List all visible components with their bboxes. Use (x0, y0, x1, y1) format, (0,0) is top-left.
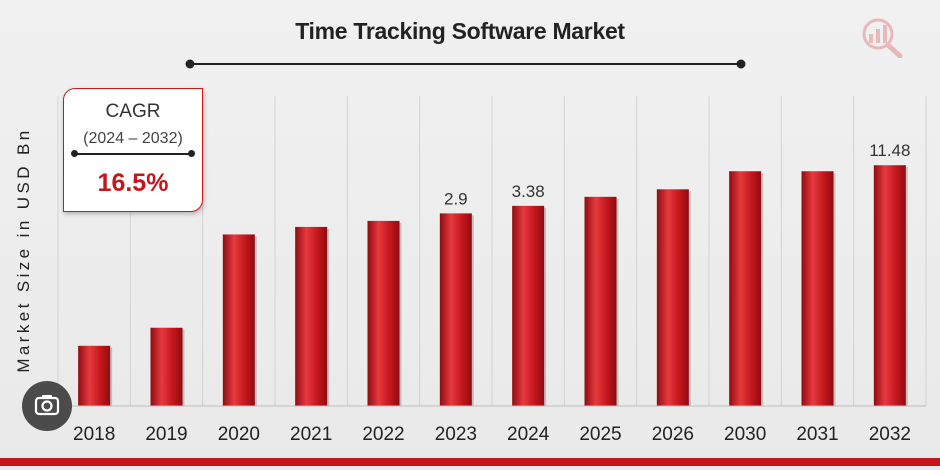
bar-2019 (150, 327, 183, 406)
x-tick-label: 2024 (507, 424, 550, 445)
bar-shadow (688, 191, 691, 406)
bar-2025 (584, 196, 617, 406)
bar-2026 (656, 189, 689, 406)
bar-2022 (367, 220, 400, 406)
data-label-layer: 2.9 3.38 11.48 (444, 141, 910, 208)
cagr-period-line (71, 150, 195, 156)
bar-shadow (327, 228, 330, 406)
x-tick-label: 2025 (579, 424, 621, 445)
bar-2018 (78, 345, 111, 406)
bar-shadow (254, 236, 257, 406)
x-tick-layer: 2018 2019 2020 2021 2022 2023 2024 2025 2026 2030… (73, 424, 911, 445)
bar-shadow (544, 207, 547, 406)
title-underline-left-dot (185, 59, 195, 69)
bar-layer (58, 165, 926, 407)
bar-shadow (761, 173, 764, 406)
bottom-accent-band (0, 458, 940, 466)
title-underline-right-dot (736, 59, 746, 69)
x-tick-label: 2019 (145, 424, 187, 445)
data-label-2032: 11.48 (869, 141, 910, 160)
bar-2032 (873, 165, 906, 406)
bar-shadow (471, 215, 474, 406)
bar-2024 (512, 205, 545, 406)
chart-title: Time Tracking Software Market (295, 18, 625, 44)
x-tick-label: 2026 (652, 424, 694, 445)
y-axis-label: Market Size in USD Bn (14, 127, 33, 373)
bar-shadow (905, 167, 908, 406)
data-label-2023: 2.9 (444, 189, 468, 208)
cagr-period: (2024 – 2032) (83, 130, 183, 147)
x-tick-label: 2032 (869, 424, 911, 445)
google-lens-icon[interactable] (22, 381, 72, 431)
x-tick-label: 2030 (724, 424, 766, 445)
cagr-callout: CAGR (2024 – 2032) 16.5% (63, 88, 203, 212)
data-label-2024: 3.38 (512, 182, 545, 201)
bar-2020 (222, 234, 255, 406)
x-tick-label: 2023 (435, 424, 477, 445)
bar-shadow (399, 222, 402, 406)
bar-shadow (182, 329, 185, 406)
bar-2021 (295, 226, 328, 406)
cagr-value: 16.5% (97, 169, 169, 197)
bar-2031 (801, 171, 834, 406)
bar-shadow (833, 173, 836, 406)
bar-2023 (439, 213, 472, 406)
bar-shadow (616, 198, 619, 406)
x-tick-label: 2022 (362, 424, 404, 445)
x-tick-label: 2021 (290, 424, 332, 445)
cagr-label: CAGR (105, 101, 161, 122)
x-tick-label: 2031 (796, 424, 838, 445)
x-tick-label: 2018 (73, 424, 115, 445)
market-research-logo-icon (862, 18, 903, 58)
bar-shadow (110, 347, 113, 406)
x-tick-label: 2020 (218, 424, 260, 445)
bar-2030 (729, 171, 762, 406)
